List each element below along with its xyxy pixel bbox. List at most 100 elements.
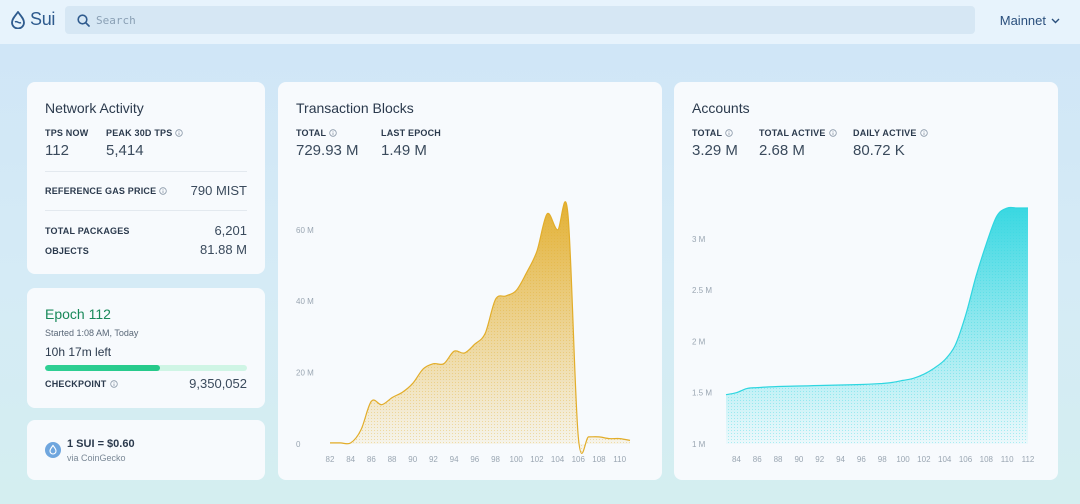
- accounts-daily-value: 80.72 K: [853, 142, 905, 159]
- tx-chart-x-tick: 98: [491, 455, 500, 464]
- network-label: Mainnet: [999, 13, 1046, 28]
- tx-last-epoch-value: 1.49 M: [381, 142, 427, 159]
- tx-chart-x-tick: 110: [613, 455, 626, 464]
- peak-tps-block: PEAK 30D TPS 5,414: [106, 128, 184, 159]
- acc-chart-x-tick: 88: [774, 455, 783, 464]
- acc-chart-x-tick: 94: [836, 455, 845, 464]
- accounts-total-value: 3.29 M: [692, 142, 738, 159]
- transaction-blocks-card[interactable]: Transaction Blocks TOTAL 729.93 M LAST E…: [278, 82, 662, 480]
- tx-chart-area: [330, 201, 630, 454]
- checkpoint-value: 9,350,052: [189, 376, 247, 391]
- info-icon[interactable]: [159, 187, 168, 195]
- objects-label: OBJECTS: [45, 246, 89, 256]
- info-icon[interactable]: [828, 129, 837, 137]
- info-icon[interactable]: [175, 129, 184, 137]
- accounts-total-label: TOTAL: [692, 128, 723, 138]
- acc-chart-x-tick: 98: [878, 455, 887, 464]
- tx-chart-x-tick: 106: [572, 455, 586, 464]
- acc-chart-x-tick: 100: [896, 455, 910, 464]
- tx-chart-x-tick: 102: [530, 455, 544, 464]
- tx-blocks-title: Transaction Blocks: [296, 100, 414, 116]
- tx-chart-x-tick: 82: [326, 455, 335, 464]
- price-text: 1 SUI = $0.60: [67, 438, 135, 450]
- acc-chart-x-tick: 102: [917, 455, 931, 464]
- transaction-blocks-chart[interactable]: 0 20 M 40 M 60 M 82 84 86 88 90 92 94 96 98 100 102 104…: [278, 190, 662, 480]
- epoch-title: Epoch 112: [45, 306, 111, 322]
- acc-chart-x-tick: 112: [1022, 455, 1035, 464]
- sui-coin-icon: [45, 442, 61, 458]
- network-selector[interactable]: Mainnet: [1000, 13, 1060, 28]
- epoch-started: Started 1:08 AM, Today: [45, 328, 139, 338]
- tx-chart-x-tick: 100: [510, 455, 524, 464]
- tps-now-value: 112: [45, 142, 69, 159]
- peak-tps-value: 5,414: [106, 142, 144, 159]
- sui-logo[interactable]: Sui: [10, 9, 55, 30]
- acc-chart-line: [725, 206, 1028, 396]
- divider: [45, 171, 247, 172]
- acc-chart-x-tick: 90: [794, 455, 803, 464]
- accounts-active-label: TOTAL ACTIVE: [759, 128, 826, 138]
- objects-value: 81.88 M: [200, 242, 247, 257]
- accounts-card[interactable]: Accounts TOTAL 3.29 M TOTAL ACTIVE 2.68 …: [674, 82, 1058, 480]
- peak-tps-label: PEAK 30D TPS: [106, 128, 173, 138]
- search-icon: [77, 13, 90, 27]
- acc-chart-y-tick: 1 M: [692, 440, 706, 449]
- tx-chart-y-tick: 20 M: [296, 369, 314, 378]
- logo-text: Sui: [30, 9, 56, 29]
- tx-chart-x-tick: 88: [388, 455, 397, 464]
- checkpoint-label: CHECKPOINT: [45, 379, 107, 389]
- tx-chart-x-tick: 94: [450, 455, 459, 464]
- tx-chart-line: [330, 201, 631, 454]
- network-activity-card: Network Activity TPS NOW 112 PEAK 30D TP…: [27, 82, 265, 274]
- tx-total-label: TOTAL: [296, 128, 327, 138]
- search-placeholder: Search: [96, 13, 136, 27]
- epoch-progress-bar: [45, 365, 247, 371]
- acc-chart-x-tick: 92: [815, 455, 824, 464]
- tx-chart-x-tick: 90: [408, 455, 417, 464]
- top-bar: Sui Search Mainnet: [0, 0, 1080, 44]
- total-packages-value: 6,201: [214, 223, 247, 238]
- accounts-chart[interactable]: 1 M 1.5 M 2 M 2.5 M 3 M 84 86 88 90 92 94 96 98 100 10…: [674, 190, 1058, 480]
- tx-last-epoch-label: LAST EPOCH: [381, 128, 442, 138]
- acc-chart-x-tick: 110: [1001, 455, 1014, 464]
- tx-total-value: 729.93 M: [296, 142, 359, 159]
- acc-chart-x-tick: 104: [938, 455, 952, 464]
- tx-chart-y-tick: 40 M: [296, 297, 314, 306]
- acc-chart-y-tick: 2.5 M: [692, 286, 712, 295]
- acc-chart-area: [726, 207, 1028, 444]
- info-icon[interactable]: [109, 380, 118, 388]
- acc-chart-x-tick: 96: [857, 455, 866, 464]
- info-icon[interactable]: [329, 129, 337, 137]
- tx-chart-x-tick: 108: [592, 455, 606, 464]
- tx-chart-y-tick: 0: [296, 440, 301, 449]
- acc-chart-y-tick: 1.5 M: [692, 389, 712, 398]
- accounts-title: Accounts: [692, 100, 750, 116]
- tps-now-block: TPS NOW 112: [45, 128, 88, 159]
- acc-chart-x-tick: 84: [732, 455, 741, 464]
- search-input[interactable]: Search: [65, 6, 975, 34]
- tx-chart-x-tick: 84: [346, 455, 355, 464]
- network-activity-title: Network Activity: [45, 100, 144, 116]
- epoch-time-left: 10h 17m left: [45, 345, 112, 359]
- acc-chart-x-tick: 108: [980, 455, 994, 464]
- tx-chart-y-tick: 60 M: [296, 226, 314, 235]
- tx-chart-x-tick: 92: [429, 455, 438, 464]
- total-packages-label: TOTAL PACKAGES: [45, 226, 130, 236]
- acc-chart-x-tick: 106: [959, 455, 973, 464]
- acc-chart-x-tick: 86: [753, 455, 762, 464]
- epoch-card[interactable]: Epoch 112 Started 1:08 AM, Today 10h 17m…: [27, 288, 265, 408]
- gas-price-value: 790 MIST: [190, 183, 247, 198]
- divider: [45, 210, 247, 211]
- tps-now-label: TPS NOW: [45, 128, 89, 138]
- epoch-progress-fill: [45, 365, 161, 371]
- tx-chart-x-tick: 104: [551, 455, 565, 464]
- tx-chart-x-tick: 86: [367, 455, 376, 464]
- tx-chart-x-tick: 96: [470, 455, 479, 464]
- sui-drop-icon: [11, 10, 25, 29]
- info-icon[interactable]: [725, 129, 733, 137]
- info-icon[interactable]: [919, 129, 928, 137]
- price-card[interactable]: 1 SUI = $0.60 via CoinGecko: [27, 420, 265, 480]
- acc-chart-y-tick: 2 M: [692, 337, 706, 346]
- accounts-active-value: 2.68 M: [759, 142, 805, 159]
- chevron-down-icon: [1051, 18, 1060, 23]
